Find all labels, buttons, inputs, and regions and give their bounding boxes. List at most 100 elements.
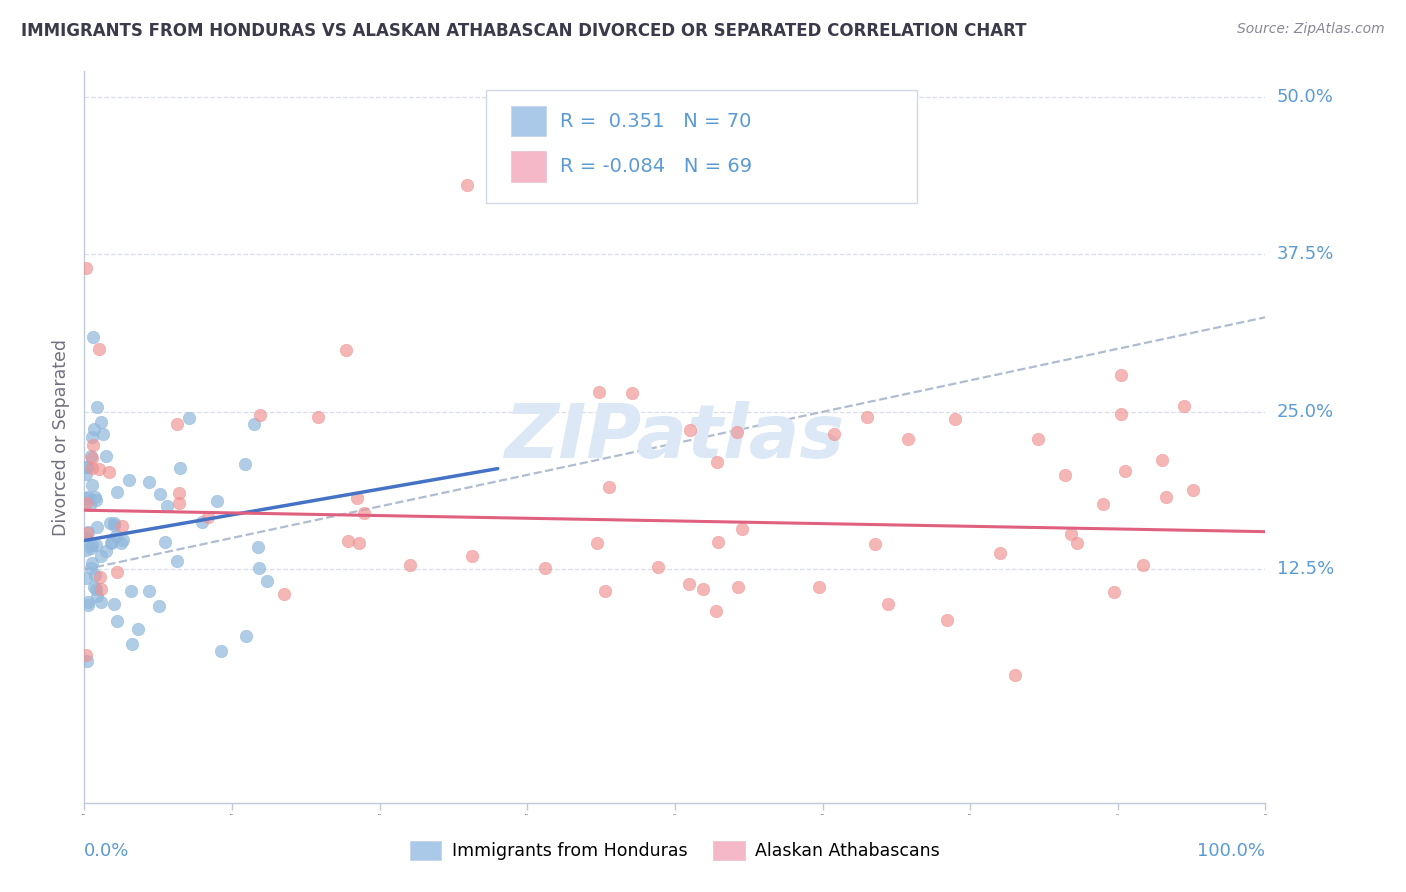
Point bbox=[83, 580, 105, 594]
Point bbox=[1154, 491, 1177, 505]
Point bbox=[82, 461, 104, 475]
Point bbox=[707, 535, 730, 549]
Text: ZIPatlas: ZIPatlas bbox=[505, 401, 845, 474]
Point bbox=[89, 343, 111, 357]
Point bbox=[1150, 453, 1173, 467]
Point bbox=[533, 561, 555, 575]
Point bbox=[75, 459, 97, 474]
Point bbox=[166, 417, 188, 432]
Point bbox=[127, 622, 149, 636]
Point bbox=[90, 595, 112, 609]
Text: 50.0%: 50.0% bbox=[1277, 87, 1333, 105]
Point bbox=[98, 516, 121, 530]
Point bbox=[808, 580, 831, 594]
Point bbox=[75, 648, 97, 662]
Point bbox=[679, 423, 702, 437]
Text: R = -0.084   N = 69: R = -0.084 N = 69 bbox=[561, 157, 752, 176]
Y-axis label: Divorced or Separated: Divorced or Separated bbox=[52, 339, 70, 535]
Point bbox=[80, 430, 103, 444]
Point bbox=[84, 490, 107, 504]
Point bbox=[76, 654, 98, 668]
Point bbox=[75, 542, 97, 557]
Point bbox=[76, 526, 98, 541]
Point bbox=[235, 629, 257, 643]
Point bbox=[149, 486, 172, 500]
Point bbox=[104, 529, 127, 543]
Point bbox=[103, 517, 125, 532]
Point bbox=[100, 536, 122, 550]
Point bbox=[96, 544, 118, 558]
Bar bbox=[510, 151, 546, 182]
Point bbox=[86, 520, 108, 534]
Point bbox=[247, 560, 270, 574]
Point bbox=[197, 510, 219, 524]
Point bbox=[1028, 433, 1050, 447]
Point bbox=[75, 531, 97, 545]
Point bbox=[111, 533, 134, 548]
Point bbox=[118, 473, 141, 487]
Point bbox=[89, 569, 111, 583]
Point bbox=[75, 571, 97, 585]
Point bbox=[91, 427, 114, 442]
Point bbox=[77, 490, 100, 504]
Point bbox=[233, 457, 256, 471]
Point bbox=[273, 587, 295, 601]
Point bbox=[588, 384, 610, 399]
Point bbox=[896, 433, 918, 447]
Point bbox=[727, 580, 749, 594]
Point bbox=[75, 495, 97, 509]
Point bbox=[105, 484, 128, 499]
Point bbox=[80, 541, 103, 556]
Point bbox=[80, 561, 103, 575]
Point bbox=[1114, 464, 1136, 478]
Point bbox=[191, 515, 214, 529]
Point bbox=[121, 637, 143, 651]
Point bbox=[84, 538, 107, 552]
Point bbox=[169, 496, 191, 510]
Point bbox=[103, 516, 125, 530]
Point bbox=[1060, 527, 1083, 541]
Point bbox=[153, 534, 176, 549]
Point bbox=[76, 525, 98, 540]
Point bbox=[82, 330, 104, 344]
Point bbox=[75, 260, 97, 275]
Point bbox=[76, 598, 98, 612]
Text: 12.5%: 12.5% bbox=[1277, 560, 1334, 579]
Point bbox=[337, 533, 360, 548]
Point bbox=[103, 597, 125, 611]
Point bbox=[87, 462, 110, 476]
Point bbox=[1173, 399, 1195, 413]
Text: Source: ZipAtlas.com: Source: ZipAtlas.com bbox=[1237, 22, 1385, 37]
Point bbox=[166, 553, 188, 567]
Point bbox=[80, 557, 103, 571]
Point bbox=[82, 538, 104, 552]
Point bbox=[243, 417, 266, 432]
Point bbox=[169, 461, 191, 475]
Point bbox=[84, 492, 107, 507]
Point bbox=[148, 599, 170, 613]
Point bbox=[82, 450, 104, 465]
Point bbox=[461, 549, 484, 563]
Point bbox=[75, 491, 97, 506]
Point bbox=[353, 506, 375, 520]
Bar bbox=[510, 106, 546, 136]
Point bbox=[706, 455, 728, 469]
Point bbox=[82, 478, 104, 492]
Point bbox=[167, 486, 190, 500]
Point bbox=[90, 549, 112, 564]
Point bbox=[692, 582, 714, 596]
Point bbox=[863, 537, 886, 551]
Point bbox=[120, 584, 142, 599]
Point bbox=[456, 178, 478, 192]
Point bbox=[1004, 667, 1026, 681]
Point bbox=[77, 595, 100, 609]
Point bbox=[346, 491, 368, 505]
Point bbox=[96, 450, 118, 464]
Point bbox=[308, 410, 330, 425]
Point bbox=[1102, 585, 1125, 599]
Point bbox=[82, 438, 104, 452]
Point bbox=[205, 493, 228, 508]
Point bbox=[110, 536, 132, 550]
Point bbox=[347, 536, 370, 550]
Point bbox=[876, 597, 898, 611]
